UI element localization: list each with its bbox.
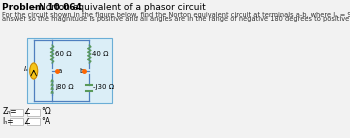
Text: 40 Ω: 40 Ω <box>92 51 109 57</box>
Bar <box>27 117 40 124</box>
Text: Problem 10.064: Problem 10.064 <box>2 3 82 12</box>
Circle shape <box>30 63 38 79</box>
Text: b: b <box>79 68 83 74</box>
Text: °A: °A <box>41 116 50 125</box>
Bar <box>10 117 23 124</box>
Bar <box>27 108 40 116</box>
Text: answer so the magnitude is positive and all angles are in the range of negative : answer so the magnitude is positive and … <box>2 16 350 22</box>
Text: ∠: ∠ <box>24 108 31 116</box>
Text: a: a <box>58 68 62 74</box>
Text: -j30 Ω: -j30 Ω <box>93 84 114 91</box>
Text: Iₙ=: Iₙ= <box>2 116 14 125</box>
Text: ∠: ∠ <box>24 116 31 125</box>
Text: - Norton equivalent of a phasor circuit: - Norton equivalent of a phasor circuit <box>30 3 206 12</box>
Bar <box>10 108 23 116</box>
Text: j80 Ω: j80 Ω <box>55 84 74 91</box>
Text: °Ω: °Ω <box>41 108 51 116</box>
Text: Zₙ=: Zₙ= <box>2 108 17 116</box>
Text: For the circuit shown in the figure below, find the Norton equivalent circuit at: For the circuit shown in the figure belo… <box>2 11 350 18</box>
Text: Iₛ: Iₛ <box>23 66 28 72</box>
Text: 60 Ω: 60 Ω <box>55 51 72 57</box>
Bar <box>27 38 112 103</box>
